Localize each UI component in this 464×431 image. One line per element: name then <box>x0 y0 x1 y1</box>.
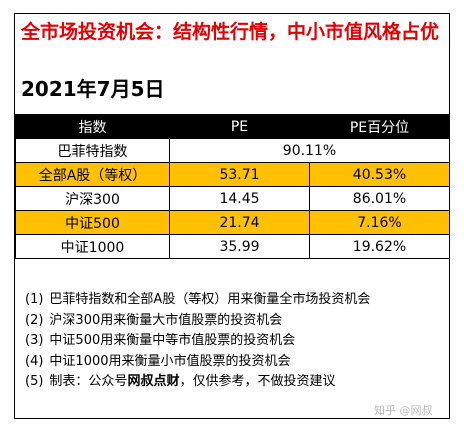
row-name-buffett: 巴菲特指数 <box>15 138 170 163</box>
row-pe-percentile: 86.01% <box>309 186 450 211</box>
list-item: (2) 沪深300用来衡量大市值股票的投资机会 <box>25 311 445 332</box>
note-number: (1) <box>25 292 44 307</box>
note-text-prefix: 制表：公众号 <box>49 374 128 389</box>
note-number: (2) <box>25 312 44 328</box>
row-name: 沪深300 <box>15 186 170 211</box>
notes-list: (1) 巴菲特指数和全部A股（等权）用来衡量全市场投资机会 (2) 沪深300用来衡… <box>25 290 445 393</box>
report-date: 2021年7月5日 <box>21 77 165 101</box>
account-name: 网叔点财 <box>127 374 180 389</box>
row-pe-percentile: 19.62% <box>309 234 450 259</box>
note-text: 中证500用来衡量中等市值股票的投资机会 <box>49 333 296 348</box>
row-name: 全部A股（等权） <box>15 162 170 187</box>
card-title: 全市场投资机会：结构性行情，中小市值风格占优 <box>21 21 440 43</box>
table-row: 中证1000 35.99 19.62% <box>15 234 450 259</box>
note-number: (5) <box>25 374 44 389</box>
row-pe: 35.99 <box>169 234 310 259</box>
table-row: 中证500 21.74 7.16% <box>15 210 450 235</box>
zhihu-watermark: 知乎 @网叔 <box>374 404 433 417</box>
table-row: 巴菲特指数 90.11% <box>15 138 450 163</box>
header-pe: PE <box>169 114 310 139</box>
note-text: 沪深300用来衡量大市值股票的投资机会 <box>49 312 283 328</box>
table-header-row: 指数 PE PE百分位 <box>15 114 450 139</box>
list-item: (1) 巴菲特指数和全部A股（等权）用来衡量全市场投资机会 <box>25 290 445 311</box>
table-row: 沪深300 14.45 86.01% <box>15 186 450 211</box>
row-name: 中证500 <box>15 210 170 235</box>
row-pe: 53.71 <box>169 162 310 187</box>
list-item: (5) 制表：公众号网叔点财，仅供参考，不做投资建议 <box>25 372 445 393</box>
row-pe-percentile: 40.53% <box>309 162 450 187</box>
row-name: 中证1000 <box>15 234 170 259</box>
note-text-suffix: ，仅供参考，不做投资建议 <box>179 374 336 389</box>
row-pe-percentile: 7.16% <box>309 210 450 235</box>
note-text: 中证1000用来衡量小市值股票的投资机会 <box>49 353 291 369</box>
list-item: (3) 中证500用来衡量中等市值股票的投资机会 <box>25 331 445 352</box>
note-text: 巴菲特指数和全部A股（等权）用来衡量全市场投资机会 <box>49 292 371 307</box>
valuation-table: 指数 PE PE百分位 巴菲特指数 90.11% 全部A股（等权） 53.71 … <box>15 114 450 259</box>
row-pe: 21.74 <box>169 210 310 235</box>
row-value-buffett: 90.11% <box>169 138 450 163</box>
row-pe: 14.45 <box>169 186 310 211</box>
header-index: 指数 <box>15 114 170 139</box>
summary-card: 全市场投资机会：结构性行情，中小市值风格占优 2021年7月5日 指数 PE P… <box>14 13 450 419</box>
table-row: 全部A股（等权） 53.71 40.53% <box>15 162 450 187</box>
note-number: (3) <box>25 333 44 348</box>
note-number: (4) <box>25 353 44 369</box>
list-item: (4) 中证1000用来衡量小市值股票的投资机会 <box>25 352 445 373</box>
header-pe-percentile: PE百分位 <box>309 114 450 139</box>
